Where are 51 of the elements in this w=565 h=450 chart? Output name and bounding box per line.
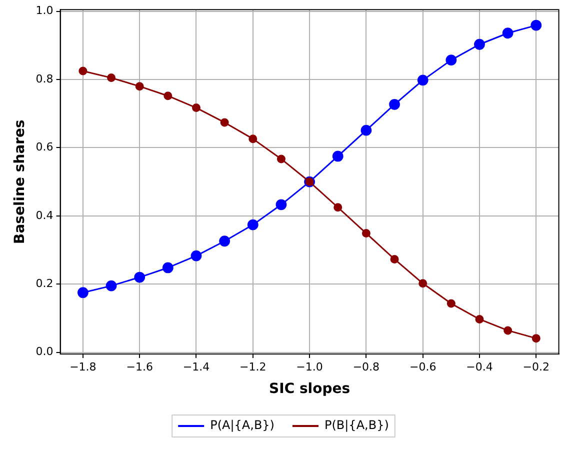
y-axis-title: Baseline shares bbox=[12, 120, 28, 244]
point bbox=[78, 66, 88, 76]
point bbox=[276, 199, 287, 210]
point bbox=[502, 28, 514, 39]
point bbox=[417, 74, 428, 86]
x-tick-label: −1.4 bbox=[182, 360, 210, 374]
x-tick-label: −0.6 bbox=[409, 360, 436, 374]
point bbox=[135, 82, 144, 91]
point bbox=[362, 229, 370, 238]
x-tick-label: −0.4 bbox=[466, 360, 493, 374]
y-tick-label: 0.6 bbox=[36, 140, 54, 154]
point bbox=[332, 150, 344, 162]
y-tick-label: 0.2 bbox=[36, 276, 54, 290]
y-tick-label: 0.4 bbox=[36, 208, 54, 222]
point bbox=[504, 326, 512, 335]
y-tick-label: 0.8 bbox=[36, 72, 54, 86]
point bbox=[360, 124, 372, 136]
point bbox=[446, 299, 456, 308]
point bbox=[474, 38, 485, 50]
point bbox=[390, 254, 399, 264]
point bbox=[530, 20, 542, 31]
point bbox=[475, 314, 484, 324]
point bbox=[192, 104, 200, 112]
x-tick-label: −0.8 bbox=[352, 360, 380, 374]
point bbox=[190, 250, 202, 262]
point bbox=[134, 272, 146, 283]
point bbox=[532, 334, 540, 343]
point bbox=[220, 118, 229, 127]
x-tick-label: −1.6 bbox=[126, 360, 153, 374]
y-tick-label: 0.0 bbox=[36, 345, 54, 358]
x-tick-label: −1.0 bbox=[296, 360, 323, 374]
x-tick-label: −1.8 bbox=[70, 360, 96, 374]
legend-label: P(B|{A,B}) bbox=[324, 418, 389, 432]
point bbox=[418, 279, 428, 288]
x-tick-label: −0.2 bbox=[522, 360, 550, 374]
point bbox=[219, 236, 230, 247]
point bbox=[248, 134, 258, 144]
point bbox=[446, 54, 457, 66]
point bbox=[107, 74, 116, 82]
point bbox=[162, 262, 174, 274]
point bbox=[164, 92, 172, 100]
point bbox=[276, 154, 286, 164]
point bbox=[389, 98, 400, 110]
legend-label: P(A|{A,B}) bbox=[210, 418, 274, 432]
point bbox=[78, 287, 88, 298]
x-axis-title: SIC slopes bbox=[269, 381, 350, 398]
x-tick-label: −1.2 bbox=[240, 360, 266, 374]
point bbox=[334, 203, 342, 212]
y-tick-label: 1.0 bbox=[36, 4, 54, 18]
point bbox=[247, 219, 258, 230]
point bbox=[106, 280, 117, 292]
